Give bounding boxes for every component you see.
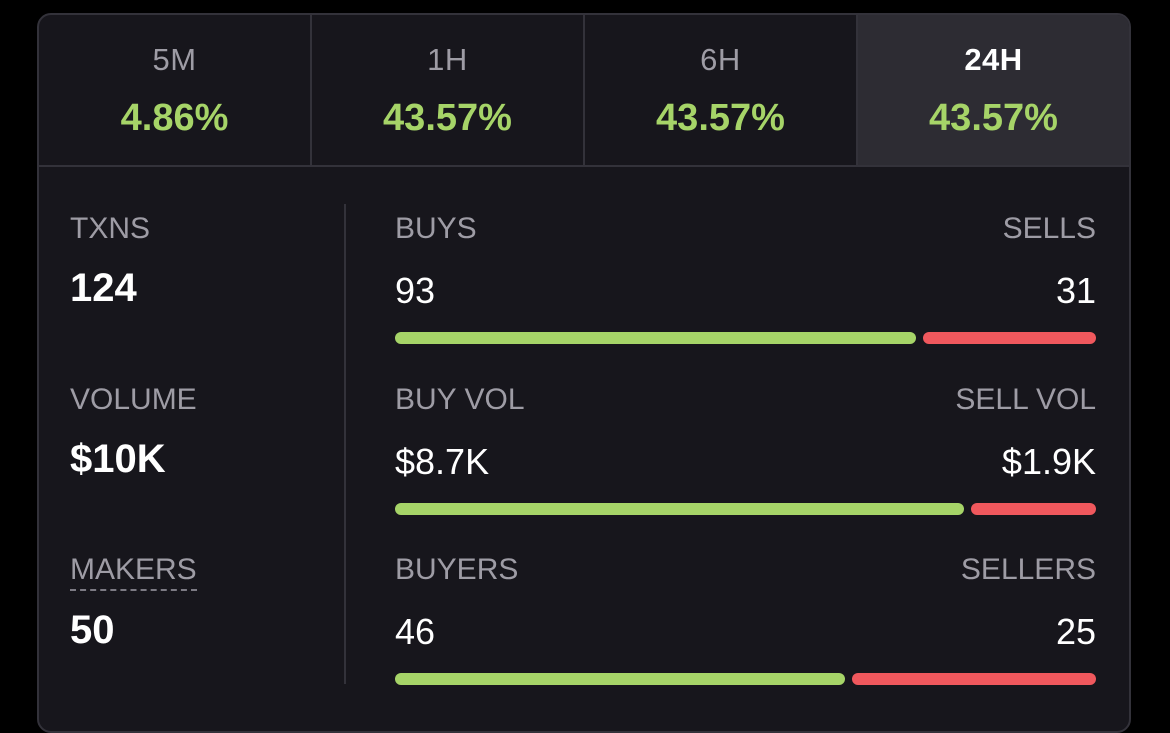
buys-sells-metric: BUYS SELLS 93 31 xyxy=(395,212,1096,352)
tab-price-change: 43.57% xyxy=(656,97,785,139)
tab-6h[interactable]: 6H 43.57% xyxy=(585,15,858,165)
tab-1h[interactable]: 1H 43.57% xyxy=(312,15,585,165)
volume-value: $10K xyxy=(70,437,166,481)
volume-metric: BUY VOL SELL VOL $8.7K $1.9K xyxy=(395,383,1096,523)
buys-label: BUYS xyxy=(395,212,477,245)
buyers-sellers-metric: BUYERS SELLERS 46 25 xyxy=(395,553,1096,693)
transaction-stats-panel: 5M 4.86% 1H 43.57% 6H 43.57% 24H 43.57% … xyxy=(37,13,1131,733)
sell-bar xyxy=(851,673,1096,685)
buyers-value: 46 xyxy=(395,611,436,652)
buy-vol-label: BUY VOL xyxy=(395,383,525,416)
sell-vol-label: SELL VOL xyxy=(955,383,1096,416)
tab-price-change: 43.57% xyxy=(929,97,1058,139)
tab-price-change: 43.57% xyxy=(383,97,512,139)
sellers-value: 25 xyxy=(1055,611,1096,652)
buyers-sellers-ratio-bar xyxy=(395,673,1096,685)
makers-label[interactable]: MAKERS xyxy=(70,553,197,591)
sellers-label: SELLERS xyxy=(960,553,1096,586)
txns-value: 124 xyxy=(70,266,137,310)
buyers-label: BUYERS xyxy=(395,553,519,586)
volume-ratio-bar xyxy=(395,503,1096,515)
sell-vol-value: $1.9K xyxy=(1001,441,1096,482)
volume-label: VOLUME xyxy=(70,383,197,416)
tab-5m[interactable]: 5M 4.86% xyxy=(39,15,312,165)
tab-24h[interactable]: 24H 43.57% xyxy=(858,15,1129,165)
sells-label: SELLS xyxy=(1002,212,1096,245)
makers-value: 50 xyxy=(70,608,115,652)
tab-label: 1H xyxy=(427,42,468,77)
buys-sells-ratio-bar xyxy=(395,332,1096,344)
tab-label: 5M xyxy=(152,42,197,77)
buy-bar xyxy=(395,332,916,344)
column-divider xyxy=(344,204,346,684)
tab-price-change: 4.86% xyxy=(120,97,229,139)
timeframe-tabs: 5M 4.86% 1H 43.57% 6H 43.57% 24H 43.57% xyxy=(39,15,1129,167)
buy-bar xyxy=(395,673,845,685)
sells-value: 31 xyxy=(1055,270,1096,311)
sell-bar xyxy=(971,503,1096,515)
buys-value: 93 xyxy=(395,270,436,311)
buy-bar xyxy=(395,503,965,515)
tab-label: 6H xyxy=(700,42,741,77)
sell-bar xyxy=(922,332,1096,344)
buy-vol-value: $8.7K xyxy=(395,441,490,482)
tab-label: 24H xyxy=(964,42,1023,77)
txns-label: TXNS xyxy=(70,212,151,245)
